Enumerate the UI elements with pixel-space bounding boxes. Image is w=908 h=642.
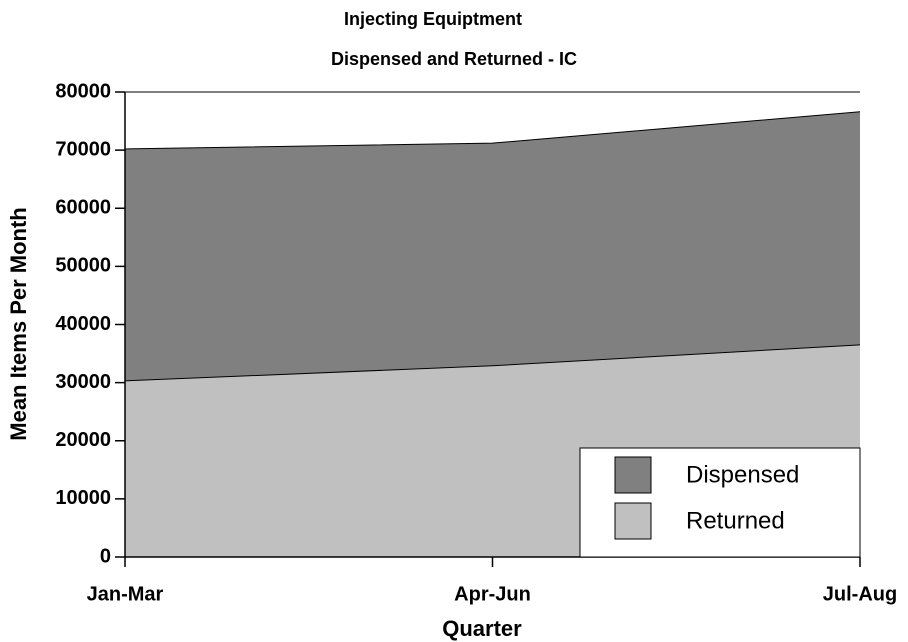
y-tick-label: 30000 bbox=[55, 371, 111, 393]
legend-label: Dispensed bbox=[686, 461, 799, 488]
y-tick-label: 40000 bbox=[55, 313, 111, 335]
y-tick-label: 60000 bbox=[55, 197, 111, 219]
x-tick-label: Apr-Jun bbox=[454, 583, 531, 605]
legend-label: Returned bbox=[686, 507, 785, 534]
x-tick-label: Jul-Aug bbox=[823, 583, 897, 605]
y-tick-label: 80000 bbox=[55, 80, 111, 102]
legend-swatch bbox=[614, 456, 652, 494]
y-axis-label: Mean Items Per Month bbox=[6, 207, 31, 440]
y-tick-label: 50000 bbox=[55, 255, 111, 277]
area-edge bbox=[124, 344, 861, 382]
chart-subtitle: Dispensed and Returned - IC bbox=[331, 49, 577, 69]
y-tick-label: 20000 bbox=[55, 429, 111, 451]
x-tick-label: Jan-Mar bbox=[87, 583, 164, 605]
chart-title: Injecting Equiptment bbox=[344, 9, 522, 29]
y-tick-label: 0 bbox=[100, 545, 111, 567]
area-edge bbox=[124, 111, 861, 150]
y-tick-label: 70000 bbox=[55, 138, 111, 160]
legend-swatch bbox=[614, 502, 652, 540]
x-axis-label: Quarter bbox=[442, 616, 522, 641]
y-tick-label: 10000 bbox=[55, 487, 111, 509]
